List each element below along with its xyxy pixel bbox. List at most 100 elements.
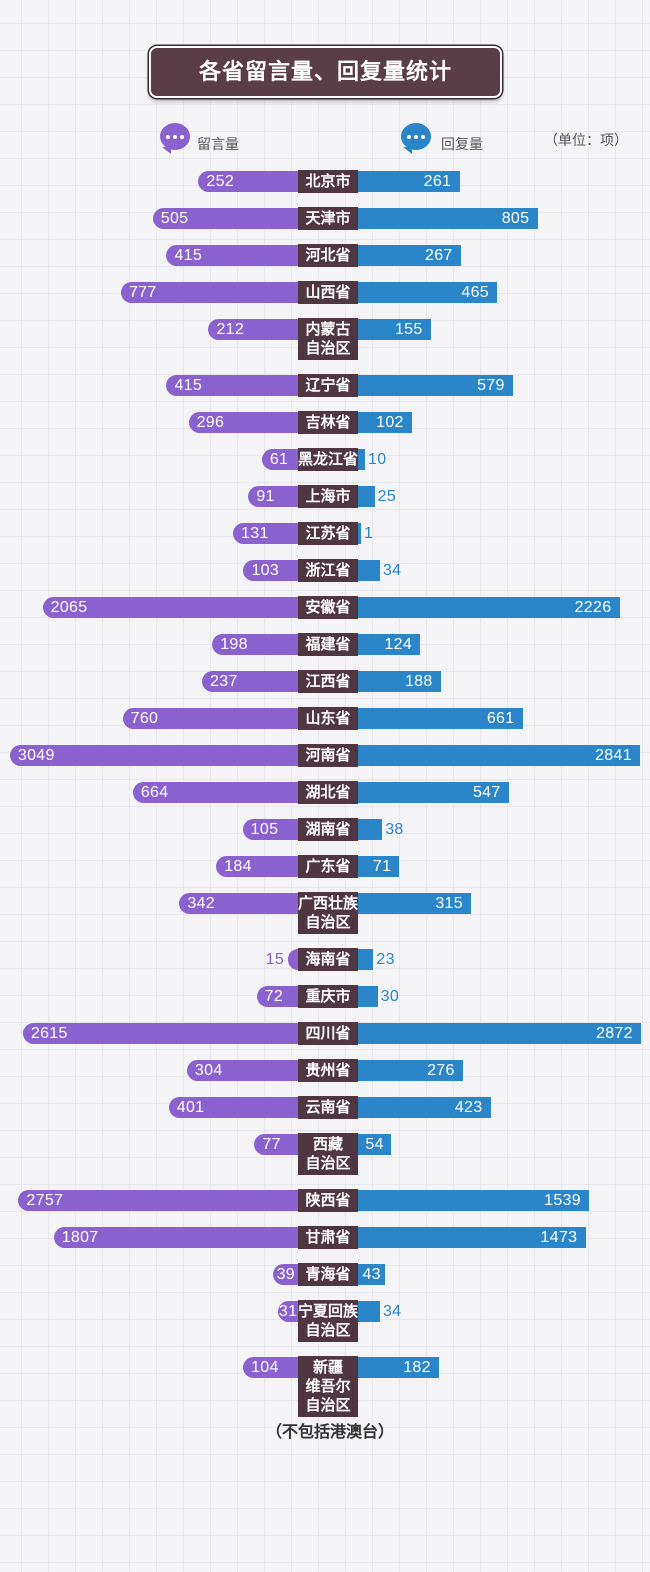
message-count-label: 3049 xyxy=(17,747,55,764)
message-count-bar xyxy=(273,1264,298,1285)
message-count-label: 664 xyxy=(140,784,169,801)
chart-row: 304 贵州省 276 xyxy=(0,1059,650,1082)
chart-row: 105 湖南省 38 xyxy=(0,818,650,841)
province-label: 北京市 xyxy=(298,170,358,193)
message-count-label: 252 xyxy=(206,173,235,190)
province-label: 陕西省 xyxy=(298,1189,358,1212)
message-count-bar xyxy=(168,1097,298,1118)
message-count-label: 505 xyxy=(160,210,189,227)
reply-count-bar xyxy=(358,949,374,970)
message-count-bar xyxy=(42,597,298,618)
chart-row: 31 宁夏回族 自治区 34 xyxy=(0,1300,650,1342)
province-label: 上海市 xyxy=(298,485,358,508)
reply-count-bar xyxy=(358,245,462,266)
message-count-label: 39 xyxy=(276,1266,296,1283)
province-label: 浙江省 xyxy=(298,559,358,582)
chart-row: 39 青海省 43 xyxy=(0,1263,650,1286)
province-label: 湖南省 xyxy=(298,818,358,841)
chart-row: 61 黑龙江省 10 xyxy=(0,448,650,471)
reply-count-label: 661 xyxy=(486,710,515,727)
reply-count-label: 276 xyxy=(427,1062,455,1079)
message-count-bar xyxy=(287,949,298,970)
reply-count-label: 1 xyxy=(364,525,374,542)
reply-count-bar xyxy=(358,1301,380,1322)
reply-count-bar xyxy=(358,1023,642,1044)
chart-row: 777 山西省 465 xyxy=(0,281,650,304)
reply-count-label: 54 xyxy=(365,1136,384,1153)
reply-count-bar xyxy=(358,1264,385,1285)
message-count-bar xyxy=(152,208,298,229)
message-count-label: 104 xyxy=(251,1359,279,1376)
province-label: 广西壮族 自治区 xyxy=(298,892,358,934)
chart-row: 103 浙江省 34 xyxy=(0,559,650,582)
message-count-label: 61 xyxy=(269,451,289,468)
chart-row: 198 福建省 124 xyxy=(0,633,650,656)
chart-row: 184 广东省 71 xyxy=(0,855,650,878)
chart-row: 15 海南省 23 xyxy=(0,948,650,971)
message-count-bar xyxy=(233,523,298,544)
message-count-bar xyxy=(202,671,298,692)
message-count-label: 415 xyxy=(174,377,203,394)
message-count-bar xyxy=(132,782,298,803)
message-count-label: 91 xyxy=(256,488,275,505)
chart-row: 212 内蒙古 自治区 155 xyxy=(0,318,650,360)
province-label: 重庆市 xyxy=(298,985,358,1008)
province-label: 天津市 xyxy=(298,207,358,230)
chat-dots xyxy=(414,134,418,139)
chart-title: 各省留言量、回复量统计 xyxy=(149,46,502,98)
chart-row: 104 新疆 维吾尔 自治区 182 xyxy=(0,1356,650,1417)
province-label: 安徽省 xyxy=(298,596,358,619)
reply-count-label: 579 xyxy=(477,377,505,394)
reply-count-bar xyxy=(358,893,472,914)
chart-row: 77 西藏 自治区 54 xyxy=(0,1133,650,1175)
chart-row: 2615 四川省 2872 xyxy=(0,1022,650,1045)
reply-count-label: 182 xyxy=(403,1359,431,1376)
reply-count-bar xyxy=(358,671,441,692)
province-label: 广东省 xyxy=(298,855,358,878)
reply-count-label: 155 xyxy=(394,321,423,338)
reply-count-label: 1539 xyxy=(544,1192,581,1209)
province-label: 贵州省 xyxy=(298,1059,358,1082)
message-count-label: 105 xyxy=(250,821,279,838)
message-count-label: 31 xyxy=(278,1303,298,1320)
reply-count-bar xyxy=(358,1134,391,1155)
reply-count-label: 315 xyxy=(435,895,463,912)
province-label: 青海省 xyxy=(298,1263,358,1286)
reply-count-label: 34 xyxy=(382,562,402,579)
chat-dots xyxy=(173,134,177,139)
message-count-bar xyxy=(53,1227,298,1248)
reply-count-label: 30 xyxy=(380,988,400,1005)
message-count-bar xyxy=(179,893,298,914)
reply-count-bar xyxy=(358,708,523,729)
province-label: 甘肃省 xyxy=(298,1226,358,1249)
province-label: 福建省 xyxy=(298,633,358,656)
reply-count-bar xyxy=(358,819,383,840)
chart-row: 91 上海市 25 xyxy=(0,485,650,508)
message-count-bar xyxy=(277,1301,298,1322)
reply-count-bar xyxy=(358,634,421,655)
reply-count-bar xyxy=(358,597,620,618)
message-count-bar xyxy=(18,1190,298,1211)
reply-count-label: 10 xyxy=(368,451,387,468)
reply-count-bar xyxy=(358,171,460,192)
chart-row: 296 吉林省 102 xyxy=(0,411,650,434)
chart-row: 131 江苏省 1 xyxy=(0,522,650,545)
reply-count-bar xyxy=(358,319,431,340)
message-count-label: 2615 xyxy=(30,1025,68,1042)
reply-count-bar xyxy=(358,375,514,396)
province-label: 黑龙江省 xyxy=(298,448,358,471)
message-count-bar xyxy=(166,375,298,396)
legend-label-replies: 回复量 xyxy=(441,136,483,152)
chart-row: 72 重庆市 30 xyxy=(0,985,650,1008)
message-count-label: 1807 xyxy=(61,1229,99,1246)
message-count-label: 212 xyxy=(216,321,245,338)
message-count-label: 304 xyxy=(194,1062,223,1079)
chart-row: 1807 甘肃省 1473 xyxy=(0,1226,650,1249)
reply-count-bar xyxy=(358,986,378,1007)
message-count-bar xyxy=(188,412,298,433)
chart-row: 760 山东省 661 xyxy=(0,707,650,730)
reply-count-label: 805 xyxy=(501,210,530,227)
message-count-label: 2065 xyxy=(50,599,88,616)
message-count-bar xyxy=(122,708,298,729)
reply-count-bar xyxy=(358,282,498,303)
